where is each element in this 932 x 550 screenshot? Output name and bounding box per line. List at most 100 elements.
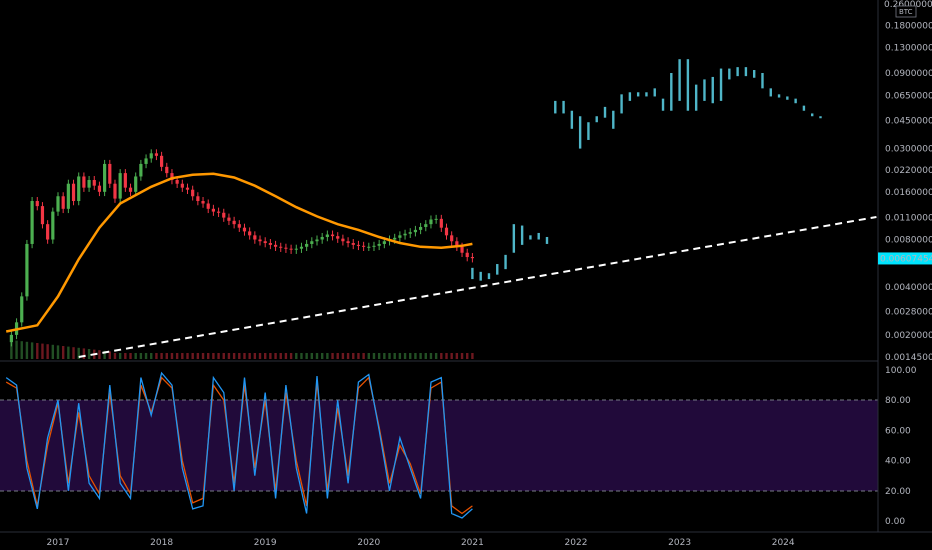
time-tick-label: 2019 [254,538,277,548]
projection-bar [603,106,607,118]
candle-body [9,334,13,343]
volume-bar [409,353,412,359]
volume-bar [36,343,39,359]
time-tick-label: 2020 [357,538,380,548]
volume-bar [315,353,319,359]
volume-bar [51,344,55,359]
time-tick-label: 2018 [150,538,173,548]
volume-bar [383,353,386,359]
candle-body [206,203,210,209]
candle-body [460,246,464,253]
stoch-axis-ticks: 100.00 80.00 60.00 40.00 20.00 0.00 [885,366,917,527]
projection-bar [595,116,598,123]
candle-body [160,155,164,167]
candle-body [165,166,169,174]
candle-body [92,180,96,186]
candle-body [372,245,376,247]
candle-body [191,189,195,197]
volume-bar [424,353,427,359]
candle-body [450,235,454,242]
volume-bar [320,353,324,359]
price-pane-bg [0,0,878,361]
candle-body [315,239,319,242]
volume-bar [419,353,422,359]
candle-body [310,241,314,244]
candle-body [97,185,102,192]
candle-body [299,246,304,249]
volume-bar [124,353,127,359]
volume-bar [227,353,231,359]
unit-badge [895,5,917,18]
volume-bar [305,353,308,359]
volume-bar [72,347,75,359]
projection-bar [496,264,499,275]
candle-body [51,211,55,240]
candle-body [455,241,459,247]
volume-bar [269,353,272,359]
volume-bar [98,350,101,359]
time-axis[interactable]: 2017 2018 2019 2020 2021 2022 2023 2024 [0,531,932,548]
candle-body [465,252,469,258]
unit-badge-label: BTC [899,8,913,16]
volume-bar [326,353,329,359]
volume-bar [113,353,117,359]
volume-bar [217,353,220,359]
stoch-axis[interactable]: 100.00 80.00 60.00 40.00 20.00 0.00 [885,366,917,527]
projection-bar [694,84,698,111]
volume-bar [295,353,298,359]
volume-bar [165,353,168,359]
candle-body [108,163,112,184]
time-tick-label: 2022 [565,538,588,548]
volume-bar [403,353,407,359]
projection-bar [620,94,623,114]
volume-bar [15,340,18,359]
volume-bar [61,346,65,359]
volume-bar [341,353,345,359]
candle-body [279,246,283,248]
volume-bar [191,353,194,359]
volume-bar [398,353,402,359]
volume-bar [134,353,137,359]
projection-bar [562,100,565,114]
candle-body [40,206,45,225]
candle-body [413,229,418,233]
stoch-tick-label: 40.00 [885,457,911,467]
candle-body [470,257,474,259]
candle-body [294,248,298,250]
candle-body [320,236,324,240]
volume-bar [87,349,91,359]
time-tick-label: 2021 [461,538,484,548]
candle-body [175,180,179,184]
projection-bar [802,105,806,111]
projection-bar [761,73,764,89]
volume-bar [279,353,282,359]
volume-bar [310,353,314,359]
candle-body [336,236,340,239]
price-pane [0,0,878,361]
time-tick-label: 2017 [47,538,70,548]
projection-series [471,59,822,281]
candle-body [434,218,438,220]
projection-bar [678,59,681,101]
volume-bar [150,353,153,359]
volume-bar [362,353,365,359]
candle-body [263,241,267,244]
volume-bar [196,353,200,359]
volume-bar [201,353,205,359]
volume-bar [67,346,70,359]
volume-bar [300,353,303,359]
volume-bar [367,353,370,359]
volume-bar [460,353,464,359]
projection-bar [479,271,482,281]
stochastic-pane [0,371,878,519]
volume-bar [243,353,246,359]
candle-body [237,224,241,228]
candle-body [242,227,247,232]
candle-body [330,234,335,237]
projection-bar [811,113,814,117]
